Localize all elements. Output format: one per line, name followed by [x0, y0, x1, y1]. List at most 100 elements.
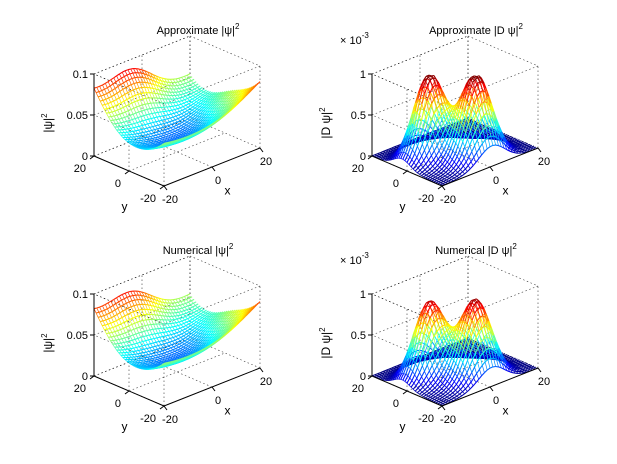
- surface-segment: [111, 115, 115, 118]
- surface-segment: [155, 107, 159, 113]
- surface-segment: [165, 84, 169, 87]
- surface-segment: [179, 109, 183, 112]
- surface-segment: [390, 156, 394, 161]
- surface-segment: [231, 99, 235, 104]
- surface-segment: [444, 102, 448, 104]
- surface-segment: [145, 133, 149, 136]
- surface-segment: [192, 121, 197, 126]
- surface-segment: [435, 78, 439, 86]
- surface-segment: [442, 181, 446, 185]
- surface-segment: [398, 152, 403, 159]
- surface-segment: [139, 99, 143, 106]
- surface-segment: [207, 114, 212, 118]
- surface-segment: [432, 162, 436, 167]
- surface-segment: [132, 72, 136, 78]
- surface-segment: [441, 103, 445, 112]
- surface-segment: [121, 78, 124, 83]
- surface-segment: [191, 100, 195, 103]
- surface-segment: [180, 300, 184, 303]
- surface-segment: [111, 111, 115, 117]
- surface-segment: [139, 104, 143, 107]
- surface-segment: [215, 113, 220, 118]
- surface-segment: [116, 99, 119, 105]
- surface-segment: [429, 137, 433, 145]
- surface-segment: [137, 299, 141, 305]
- surface-segment: [185, 125, 189, 129]
- y-tick-label: 20: [352, 163, 364, 175]
- surface-segment: [213, 113, 218, 118]
- surface-segment: [421, 93, 426, 105]
- surface-segment: [448, 159, 453, 165]
- surface-segment: [125, 85, 129, 89]
- surface-segment: [146, 130, 150, 133]
- surface-segment: [183, 101, 187, 104]
- surface-segment: [116, 90, 121, 94]
- surface-segment: [192, 85, 196, 88]
- surface-segment: [106, 112, 110, 114]
- surface-segment: [150, 83, 154, 86]
- surface-segment: [232, 89, 236, 94]
- z-tick-label: 0.1: [73, 69, 88, 81]
- surface-segment: [131, 102, 135, 109]
- surface-segment: [193, 101, 197, 105]
- surface-segment: [174, 121, 178, 124]
- surface-segment: [415, 110, 419, 121]
- surface-segment: [128, 123, 132, 126]
- surface-segment: [130, 89, 134, 92]
- surface-segment: [215, 98, 220, 103]
- surface-segment: [421, 169, 426, 173]
- surface-segment: [125, 105, 129, 111]
- surface-segment: [149, 87, 153, 94]
- surface-segment: [158, 89, 162, 92]
- surface-segment: [434, 80, 439, 89]
- surface-segment: [466, 152, 470, 158]
- surface-segment: [133, 106, 137, 109]
- surface-segment: [459, 141, 464, 151]
- surface-segment: [472, 112, 475, 120]
- surface-segment: [186, 73, 191, 76]
- surface-segment: [175, 101, 179, 106]
- surface-segment: [469, 119, 473, 122]
- surface-segment: [99, 86, 103, 91]
- surface-segment: [256, 81, 261, 85]
- surface-segment: [110, 79, 114, 85]
- surface-segment: [217, 104, 222, 109]
- surface-segment: [104, 108, 108, 110]
- surface-segment: [137, 116, 141, 119]
- surface-segment: [98, 310, 102, 313]
- surface-segment: [195, 83, 199, 86]
- surface-segment: [161, 90, 164, 95]
- surface-segment: [118, 79, 122, 85]
- surface-segment: [157, 145, 161, 148]
- surface-segment: [131, 300, 135, 306]
- surface-segment: [177, 138, 182, 141]
- surface-segment: [188, 76, 193, 79]
- surface-segment: [177, 84, 181, 87]
- surface-segment: [96, 307, 100, 313]
- surface-segment: [187, 93, 192, 96]
- surface-segment: [449, 172, 454, 176]
- surface-segment: [195, 119, 200, 123]
- surface-segment: [443, 167, 448, 172]
- surface-segment: [98, 312, 102, 317]
- surface-segment: [128, 300, 133, 303]
- surface-segment: [435, 155, 439, 160]
- surface-segment: [175, 126, 179, 129]
- surface-segment: [428, 75, 432, 78]
- surface-segment: [165, 124, 169, 127]
- z-tick-label: 0: [82, 151, 88, 163]
- surface-segment: [414, 131, 419, 142]
- surface-segment: [150, 123, 153, 127]
- surface-segment: [193, 127, 197, 131]
- grid-line: [406, 132, 504, 172]
- surface-segment: [142, 103, 146, 106]
- surface-segment: [192, 96, 196, 100]
- surface-segment: [155, 133, 159, 136]
- surface-segment: [173, 98, 177, 103]
- surface-segment: [112, 81, 117, 85]
- surface-segment: [424, 123, 428, 131]
- surface-segment: [190, 129, 195, 133]
- surface-segment: [139, 82, 143, 88]
- surface-segment: [234, 103, 238, 108]
- surface-segment: [98, 91, 102, 97]
